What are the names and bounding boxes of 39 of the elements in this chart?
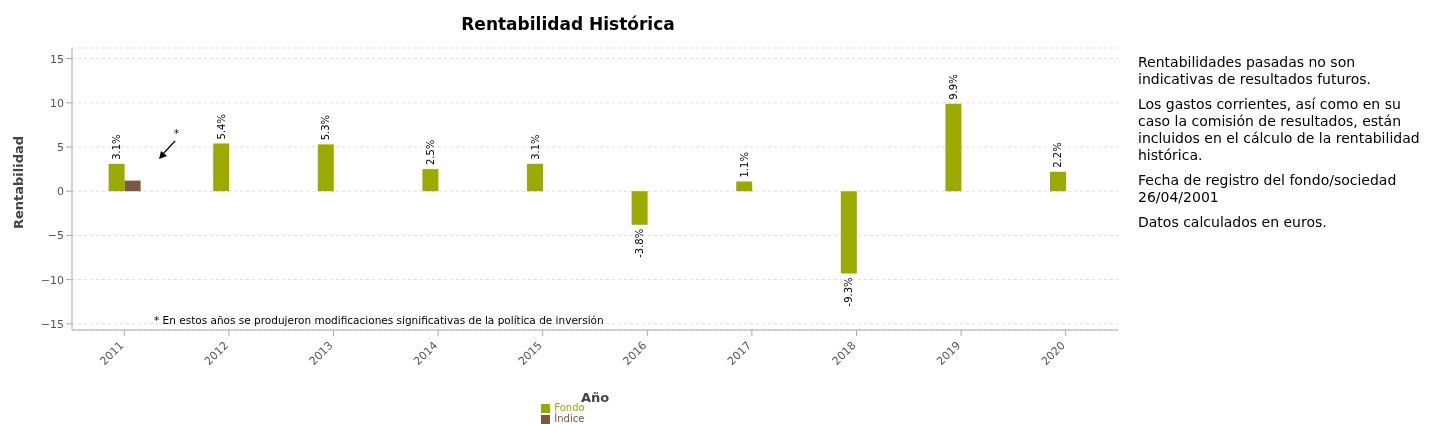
data-label: 2.5%: [424, 139, 436, 166]
data-label: 1.1%: [738, 152, 750, 178]
data-label: 9.9%: [947, 74, 959, 100]
bar: [108, 163, 125, 192]
bar: [631, 191, 648, 225]
x-axis-title: Año: [580, 390, 610, 405]
y-tick-label: 15: [50, 52, 64, 66]
data-label: 3.1%: [111, 134, 123, 160]
text: Los gastos corrientes, así como en su caso la comisión de resultados, están incluidos en el cálculo de la rentabilidad histórica.: [1138, 96, 1421, 164]
y-tick-label: 10: [50, 96, 64, 110]
bar: [527, 163, 544, 192]
bar: [1050, 171, 1067, 192]
data-label: 5.4%: [215, 114, 227, 140]
data-label: 3.1%: [529, 134, 541, 160]
bar: [317, 144, 334, 192]
legend-label: Fondo: [554, 402, 585, 413]
bar: [124, 180, 141, 192]
annotation: * En estos años se produjeron modificaciones significativas de la política de inversión: [154, 314, 604, 326]
text: Datos calculados en euros.: [1138, 214, 1328, 231]
y-axis-title: Rentabilidad: [10, 135, 26, 229]
y-tick-label: −10: [40, 273, 64, 287]
bar: [945, 103, 962, 192]
bar: [213, 143, 230, 192]
y-tick-label: 0: [57, 185, 64, 199]
data-label: 5.3%: [320, 114, 332, 141]
legend-label: Índice: [554, 413, 585, 424]
bar: [840, 191, 857, 274]
text: Rentabilidades pasadas no son indicativas de resultados futuros.: [1138, 54, 1373, 88]
data-label: 2.2%: [1052, 142, 1064, 168]
bar: [736, 181, 753, 192]
bar: [422, 169, 439, 192]
data-label: -3.8%: [634, 228, 646, 258]
y-tick-label: 5: [57, 140, 64, 154]
data-label: -9.3%: [843, 277, 855, 307]
text: Fecha de registro del fondo/sociedad 26/04/2001: [1138, 172, 1398, 206]
y-tick-label: −5: [47, 229, 64, 243]
y-tick-label: −15: [40, 317, 64, 331]
chart-title: Rentabilidad Histórica: [460, 14, 676, 34]
annotation: *: [174, 128, 179, 139]
